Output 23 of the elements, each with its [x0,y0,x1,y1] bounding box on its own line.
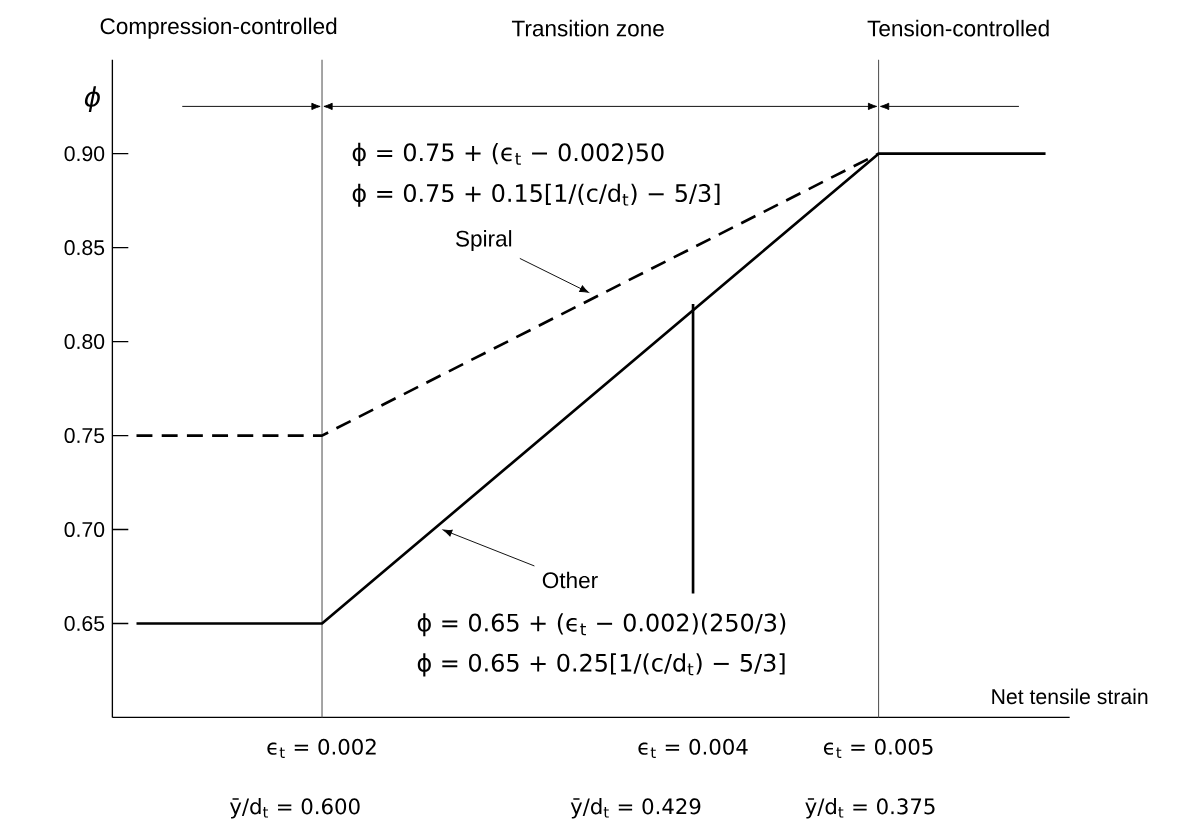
y-tick-label: 0.75 [64,428,105,444]
annotation: Other [542,571,598,589]
y-tick-label: 0.65 [64,616,105,632]
annotation: ϕ = 0.65 + 0.25[1/(c/d$_{t}$) − 5/3] [417,653,785,677]
annotation: Spiral [455,230,512,252]
annotation: ϕ = 0.75 + 0.15[1/(c/d$_{t}$) − 5/3] [352,183,720,207]
annotation: ϕ = 0.75 + (ϵ$_{t}$ − 0.002)50 [352,142,664,167]
text: ȳ/d$_{t}$ = 0.429 [570,798,701,819]
x-tick-label: ϵ$_{t}$ = 0.005 [823,738,933,758]
text: ȳ/d$_{t}$ = 0.600 [229,798,360,819]
y-tick-label: 0.90 [64,146,105,162]
text: Compression-controlled [100,17,337,39]
y-axis-title: ϕ [84,86,100,113]
y-tick-label: 0.85 [64,240,105,256]
y-tick-label: 0.70 [64,522,105,538]
x-axis-title: Net tensile strain [992,688,1148,705]
text: Transition zone [511,19,664,37]
x-tick-label: ϵ$_{t}$ = 0.004 [638,738,748,758]
annotation: ϕ = 0.65 + (ϵ$_{t}$ − 0.002)(250/3) [417,613,786,637]
y-tick-label: 0.80 [64,334,105,350]
text: Tension-controlled [867,19,1049,37]
text: ȳ/d$_{t}$ = 0.375 [805,798,935,819]
x-tick-label: ϵ$_{t}$ = 0.002 [267,738,376,758]
